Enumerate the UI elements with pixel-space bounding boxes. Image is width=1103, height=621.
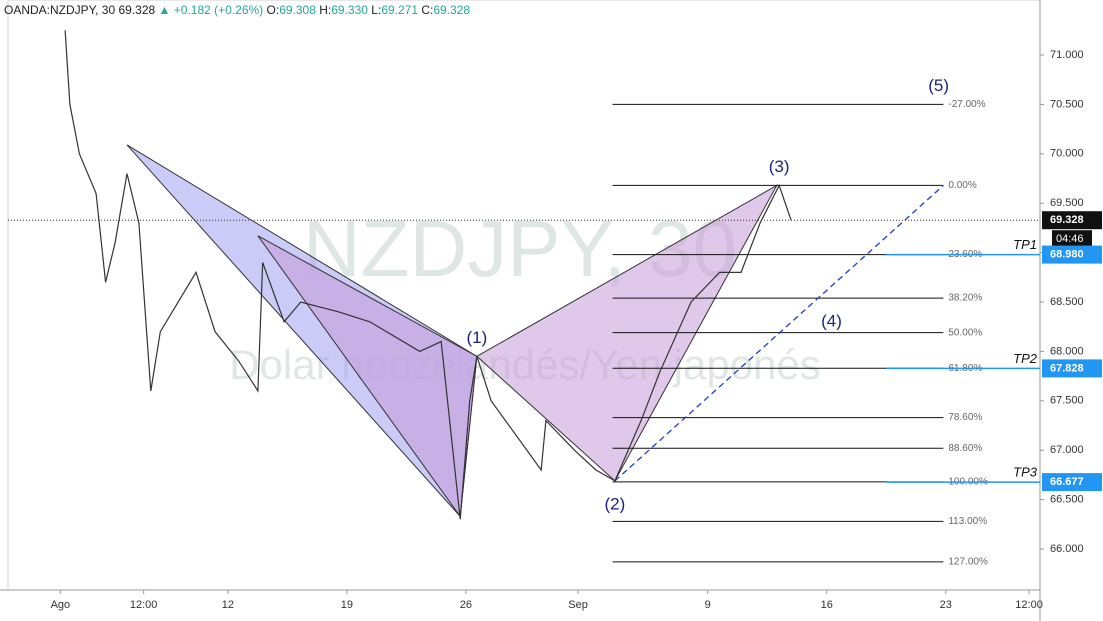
h-label: H: bbox=[319, 3, 332, 17]
x-tick-label: 23 bbox=[940, 599, 952, 611]
target-label: 68.980 bbox=[1050, 248, 1084, 260]
countdown-badge bbox=[1052, 230, 1092, 248]
price: 69.328 bbox=[118, 3, 156, 17]
fib-label: 113.00% bbox=[948, 516, 987, 527]
x-tick-label: 16 bbox=[821, 599, 833, 611]
wave-label: (4) bbox=[821, 312, 842, 331]
last-price-badge bbox=[1042, 211, 1102, 230]
trend-line bbox=[614, 184, 944, 482]
y-tick-label: 68.000 bbox=[1050, 345, 1084, 357]
x-tick-label: 19 bbox=[341, 599, 353, 611]
arrow: ▲ bbox=[158, 3, 171, 17]
price-line bbox=[64, 30, 792, 520]
fib-label: 38.20% bbox=[948, 293, 982, 304]
symbol: OANDA:NZDJPY, 30 bbox=[4, 3, 116, 17]
target-badge bbox=[1042, 245, 1102, 264]
target-name: TP2 bbox=[1013, 351, 1038, 366]
target-badge bbox=[1042, 359, 1102, 378]
l: 69.271 bbox=[381, 3, 419, 17]
plot-frame bbox=[7, 0, 1041, 591]
last-price-label: 69.328 bbox=[1050, 214, 1084, 226]
x-tick-label: Sep bbox=[568, 599, 588, 611]
header: OANDA:NZDJPY, 30 69.328 ▲ +0.182 (+0.26%… bbox=[4, 3, 470, 17]
y-tick-label: 67.000 bbox=[1050, 444, 1084, 456]
y-tick-label: 66.000 bbox=[1050, 543, 1084, 555]
o-label: O: bbox=[266, 3, 280, 17]
fib-label: 78.60% bbox=[948, 412, 982, 423]
wave-label: (1) bbox=[466, 328, 487, 347]
fib-label: 0.00% bbox=[948, 180, 976, 191]
c-label: C: bbox=[421, 3, 434, 17]
wave-label: (5) bbox=[928, 76, 949, 95]
y-tick-label: 68.500 bbox=[1050, 296, 1084, 308]
y-tick-label: 70.500 bbox=[1050, 98, 1084, 110]
x-tick-label: Ago bbox=[51, 599, 71, 611]
y-tick-label: 71.000 bbox=[1050, 49, 1084, 61]
y-tick-label: 70.000 bbox=[1050, 148, 1084, 160]
fib-label: -27.00% bbox=[948, 99, 985, 110]
x-tick-label: 12:00 bbox=[1015, 599, 1043, 611]
target-name: TP3 bbox=[1013, 465, 1038, 480]
x-tick-label: 9 bbox=[705, 599, 711, 611]
target-label: 67.828 bbox=[1050, 362, 1084, 374]
fib-label: 88.60% bbox=[948, 443, 982, 454]
y-tick-label: 69.500 bbox=[1050, 197, 1084, 209]
target-badge bbox=[1042, 473, 1102, 492]
fib-label: 127.00% bbox=[948, 556, 988, 567]
h: 69.330 bbox=[331, 3, 368, 17]
y-tick-label: 67.500 bbox=[1050, 395, 1084, 407]
countdown: 04:46 bbox=[1056, 233, 1084, 245]
y-tick-label: 66.500 bbox=[1050, 494, 1084, 506]
target-name: TP1 bbox=[1013, 237, 1037, 252]
x-tick-label: 12:00 bbox=[130, 599, 158, 611]
c: 69.328 bbox=[433, 3, 471, 17]
harmonic-pattern bbox=[257, 235, 478, 518]
wave-label: (2) bbox=[605, 494, 626, 513]
change: +0.182 (+0.26%) bbox=[173, 3, 264, 17]
l-label: L: bbox=[371, 3, 382, 17]
x-tick-label: 12 bbox=[222, 599, 234, 611]
target-label: 66.677 bbox=[1050, 476, 1084, 488]
o: 69.308 bbox=[279, 3, 316, 17]
x-tick-label: 26 bbox=[460, 599, 472, 611]
fib-label: 50.00% bbox=[948, 327, 982, 338]
wave-label: (3) bbox=[769, 157, 790, 176]
